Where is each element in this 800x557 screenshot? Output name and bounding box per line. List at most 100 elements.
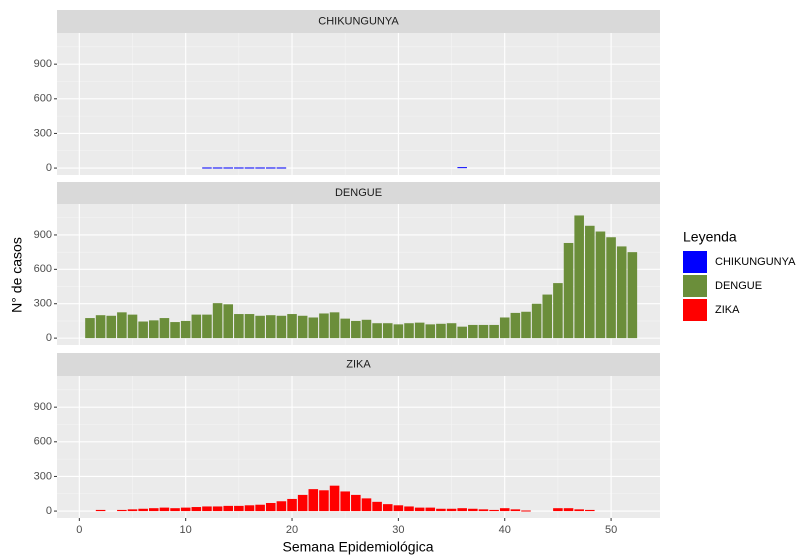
- strip: [57, 10, 660, 33]
- bar: [223, 304, 234, 339]
- bar: [202, 506, 212, 512]
- bar: [148, 320, 159, 339]
- bar: [244, 505, 255, 512]
- bar: [297, 315, 308, 339]
- bar: [372, 501, 382, 512]
- legend-label: DENGUE: [715, 280, 762, 292]
- bar: [510, 312, 521, 339]
- bar: [361, 498, 372, 512]
- bar: [457, 167, 467, 169]
- panel: [57, 33, 660, 175]
- legend-key: [683, 251, 707, 273]
- bar: [265, 502, 276, 512]
- bar: [478, 509, 489, 512]
- bar: [563, 508, 574, 512]
- bar: [234, 314, 244, 339]
- y-tick-label: 300: [34, 470, 52, 482]
- bar: [308, 317, 319, 339]
- bar: [563, 242, 574, 339]
- legend-label: ZIKA: [715, 304, 740, 316]
- bar: [319, 313, 329, 339]
- bar: [404, 323, 414, 339]
- bar: [170, 508, 180, 512]
- bar: [276, 501, 287, 512]
- bar: [457, 508, 467, 512]
- bar: [361, 319, 372, 339]
- x-tick-label: 30: [392, 524, 404, 536]
- panel: [57, 376, 660, 518]
- bar: [606, 237, 616, 339]
- y-tick-label: 300: [34, 127, 52, 139]
- bar: [574, 509, 584, 512]
- legend-label: CHIKUNGUNYA: [715, 256, 796, 268]
- y-tick-label: 900: [34, 58, 52, 70]
- x-tick-label: 10: [180, 524, 192, 536]
- bar: [446, 508, 457, 512]
- bar: [244, 314, 255, 339]
- y-tick-label: 900: [34, 401, 52, 413]
- bar: [170, 322, 180, 339]
- y-tick-label: 0: [46, 332, 52, 344]
- bar: [340, 491, 350, 512]
- bar: [393, 324, 404, 339]
- bar: [255, 315, 265, 339]
- bar: [234, 167, 244, 169]
- bar: [212, 506, 223, 512]
- bar: [531, 303, 542, 339]
- bar: [553, 283, 563, 339]
- bar: [95, 315, 106, 339]
- bar: [329, 485, 340, 512]
- y-tick-label: 600: [34, 263, 52, 275]
- bar: [138, 321, 148, 339]
- bar: [521, 311, 531, 339]
- bar: [457, 326, 467, 339]
- x-tick-label: 40: [499, 524, 511, 536]
- bar: [308, 489, 319, 512]
- bar: [595, 231, 606, 339]
- legend-title: Leyenda: [683, 229, 737, 245]
- bar: [117, 312, 127, 339]
- x-tick-label: 50: [605, 524, 617, 536]
- y-tick-label: 600: [34, 93, 52, 105]
- bar: [478, 324, 489, 339]
- y-axis-label: N° de casos: [9, 237, 25, 313]
- bar: [180, 320, 191, 339]
- bar: [159, 318, 170, 339]
- bar: [468, 508, 478, 512]
- bar: [127, 314, 138, 339]
- bar: [85, 318, 95, 339]
- bar: [382, 504, 393, 512]
- bar: [148, 508, 159, 512]
- bar: [319, 490, 329, 512]
- bar: [329, 312, 340, 339]
- x-tick-label: 0: [76, 524, 82, 536]
- bar: [414, 322, 425, 339]
- bar: [287, 314, 297, 339]
- bar: [265, 315, 276, 339]
- bar: [627, 252, 638, 339]
- bar: [414, 507, 425, 512]
- bar: [223, 505, 234, 512]
- bar: [297, 494, 308, 512]
- x-axis-label: Semana Epidemiológica: [283, 539, 434, 555]
- bar: [127, 509, 138, 512]
- bar: [372, 323, 382, 339]
- bar: [585, 509, 595, 512]
- y-tick-label: 900: [34, 229, 52, 241]
- bar: [159, 507, 170, 512]
- bar: [287, 498, 297, 512]
- bar: [276, 315, 287, 339]
- bar: [138, 508, 148, 512]
- strip: [57, 182, 660, 204]
- bar: [542, 294, 553, 339]
- y-tick-label: 300: [34, 298, 52, 310]
- bar: [340, 318, 350, 339]
- bar: [191, 314, 202, 339]
- strip: [57, 353, 660, 376]
- y-tick-label: 0: [46, 505, 52, 517]
- strip-label: CHIKUNGUNYA: [318, 15, 399, 27]
- bar: [212, 167, 223, 169]
- bar: [255, 504, 265, 512]
- bar: [436, 323, 446, 339]
